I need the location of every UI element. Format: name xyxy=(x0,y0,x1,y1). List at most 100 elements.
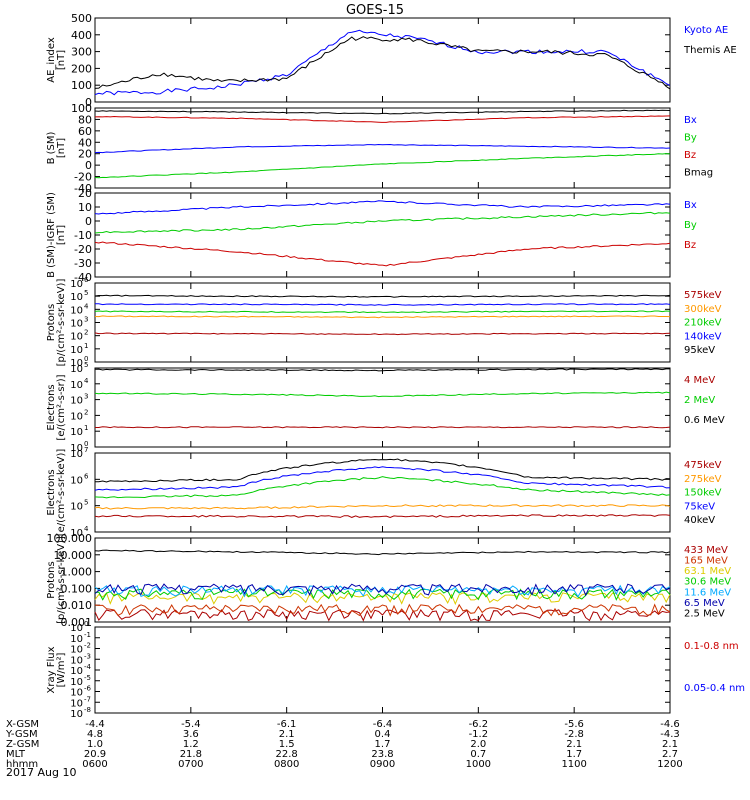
y-axis-label: Electrons xyxy=(46,384,57,430)
y-tick-exponent: 0 xyxy=(84,355,88,363)
series-line-kyoto-ae xyxy=(94,29,671,96)
panel-7: 10-810-710-610-510-410-310-210-110 0Xray … xyxy=(46,620,745,720)
y-tick-exponent: -5 xyxy=(84,674,91,682)
y-tick-exponent: 5 xyxy=(84,361,88,369)
y-tick-label: 10 xyxy=(70,332,83,343)
y-axis-label: Xray Flux xyxy=(46,646,57,693)
series-line-4-mev xyxy=(95,426,671,429)
y-tick-label: 10 xyxy=(70,380,83,391)
y-tick-label: 10 xyxy=(70,528,83,539)
ephemeris-value: 2.1 xyxy=(279,729,295,740)
footer-date: 2017 Aug 10 xyxy=(6,766,76,779)
y-tick-label: 10 xyxy=(70,688,83,699)
y-axis-label: [p/(cm²-s-sr-keV)] xyxy=(56,536,67,624)
y-tick-exponent: 2 xyxy=(84,329,88,337)
legend-entry: 575keV xyxy=(684,290,722,301)
series-line-2.5-mev xyxy=(94,549,671,556)
series-line-by xyxy=(94,211,671,234)
y-tick-label: 10 xyxy=(70,279,83,290)
y-tick-label: 20 xyxy=(78,187,92,200)
y-tick-label: 10 xyxy=(70,364,83,375)
legend-entry: 150keV xyxy=(684,488,722,499)
y-tick-label: -10 xyxy=(74,229,92,242)
y-tick-exponent: 3 xyxy=(84,316,88,324)
y-tick-exponent: 2 xyxy=(84,408,88,416)
y-tick-label: 10 xyxy=(70,655,83,666)
series-line-140kev xyxy=(95,303,671,306)
ephemeris-value: 1100 xyxy=(561,759,586,770)
series-line-bx xyxy=(94,200,671,215)
ephemeris-value: 2.1 xyxy=(566,739,582,750)
legend-entry: Themis AE xyxy=(683,45,737,56)
y-tick-exponent: -1 xyxy=(84,631,91,639)
y-tick-exponent: -4 xyxy=(84,663,92,671)
y-tick-exponent: 6 xyxy=(84,472,89,480)
ephemeris-value: 1.2 xyxy=(183,739,199,750)
ephemeris-value: -6.2 xyxy=(469,719,489,730)
y-axis-label: B (SM)-IGRF (SM) xyxy=(46,192,57,278)
series-line-2-mev xyxy=(94,391,671,398)
legend-entry: Bz xyxy=(684,150,696,161)
y-tick-label: 10 xyxy=(70,677,83,688)
legend-entry: 0.1-0.8 nm xyxy=(684,641,739,652)
series-line-bmag xyxy=(94,109,671,115)
y-tick-label: 10 xyxy=(70,427,83,438)
y-tick-label: 10 xyxy=(70,645,83,656)
series-line-11.6-mev xyxy=(94,584,671,598)
ephemeris-value: 0900 xyxy=(370,759,395,770)
ephemeris-value: -6.1 xyxy=(277,719,297,730)
y-axis-label: [W/m²] xyxy=(56,652,67,687)
legend-entry: Bx xyxy=(684,115,697,126)
y-axis-label: Protons xyxy=(46,561,57,598)
y-tick-label: 10 xyxy=(70,449,83,460)
y-tick-exponent: 4 xyxy=(84,302,89,310)
legend-entry: 30.6 MeV xyxy=(684,577,731,588)
y-tick-label: 0 xyxy=(85,159,92,172)
y-tick-exponent: 4 xyxy=(84,377,89,385)
legend-entry: By xyxy=(684,220,697,231)
y-tick-label: 300 xyxy=(71,46,92,59)
y-tick-label: 0 xyxy=(85,215,92,228)
legend-entry: 63.1 MeV xyxy=(684,566,731,577)
y-tick-label: 60 xyxy=(78,125,92,138)
y-tick-label: -20 xyxy=(74,243,92,256)
y-tick-label: 10 xyxy=(70,634,83,645)
legend-entry: 0.6 MeV xyxy=(684,415,725,426)
ephemeris-value: -6.4 xyxy=(373,719,393,730)
legend-entry: Kyoto AE xyxy=(684,25,728,36)
y-axis-label: [nT] xyxy=(56,138,67,158)
ephemeris-label: Y-GSM xyxy=(5,729,38,740)
ephemeris-value: -5.6 xyxy=(564,719,584,730)
y-tick-label: 10 xyxy=(78,201,92,214)
series-line-275kev xyxy=(94,504,671,510)
y-tick-label: 10 xyxy=(70,666,83,677)
series-line-575kev xyxy=(94,332,671,336)
ephemeris-value: 2.0 xyxy=(470,739,486,750)
y-tick-exponent: -8 xyxy=(84,706,91,714)
series-line-30.6-mev xyxy=(94,588,671,601)
series-line-themis-ae xyxy=(94,36,671,90)
panel-0: 0 100 200 300 400 500 AE_index [nT] Kyoto AE Them… xyxy=(46,12,737,109)
legend-entry: 4 MeV xyxy=(684,375,715,386)
series-line-75kev xyxy=(94,466,671,491)
y-axis-label: AE_index xyxy=(46,37,57,83)
ephemeris-label: Z-GSM xyxy=(6,739,39,750)
ephemeris-value: 0800 xyxy=(274,759,299,770)
legend-entry: 475keV xyxy=(684,460,722,471)
y-tick-label: 0.001 xyxy=(61,616,93,629)
panel-frame xyxy=(94,282,671,363)
y-tick-label: -40 xyxy=(74,182,92,195)
ephemeris-value: -1.2 xyxy=(469,729,489,740)
series-line-150kev xyxy=(94,476,671,499)
y-tick-label: 10 xyxy=(70,319,83,330)
y-tick-label: 10 xyxy=(70,345,83,356)
y-tick-label: 10.000 xyxy=(54,549,93,562)
series-line-bx xyxy=(94,143,671,154)
y-tick-exponent: 4 xyxy=(84,525,89,533)
ephemeris-value: 2.1 xyxy=(662,739,678,750)
y-axis-label: Electrons xyxy=(46,469,57,515)
y-tick-label: 10 xyxy=(70,396,83,407)
